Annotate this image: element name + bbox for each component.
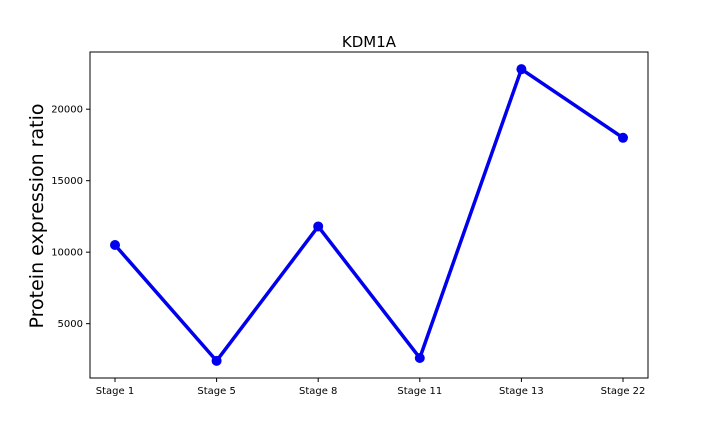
x-tick-label: Stage 1 xyxy=(96,386,134,397)
x-tick-label: Stage 11 xyxy=(397,386,442,397)
x-axis: Stage 1 Stage 5 Stage 8 Stage 11 Stage 13 Sta… xyxy=(96,378,646,397)
data-point xyxy=(516,64,527,75)
x-tick-label: Stage 8 xyxy=(299,386,337,397)
plot-frame xyxy=(89,51,649,379)
x-tick-label: Stage 22 xyxy=(601,386,646,397)
data-point xyxy=(618,132,628,143)
y-tick-label: 20000 xyxy=(51,105,83,116)
chart-title: KDM1A xyxy=(342,33,397,51)
data-point xyxy=(414,352,425,363)
x-tick-label: Stage 13 xyxy=(499,386,544,397)
x-tick-label: Stage 5 xyxy=(197,386,235,397)
data-point xyxy=(211,355,222,366)
series-line xyxy=(113,67,624,363)
y-tick-label: 5000 xyxy=(58,319,83,330)
data-point xyxy=(110,240,120,251)
series-layer xyxy=(110,64,628,366)
y-axis: 5000 10000 15000 20000 xyxy=(51,105,90,330)
data-point xyxy=(313,221,324,232)
y-axis-label: Protein expression ratio xyxy=(26,104,48,329)
y-tick-label: 10000 xyxy=(51,248,83,259)
y-tick-label: 15000 xyxy=(51,176,83,187)
